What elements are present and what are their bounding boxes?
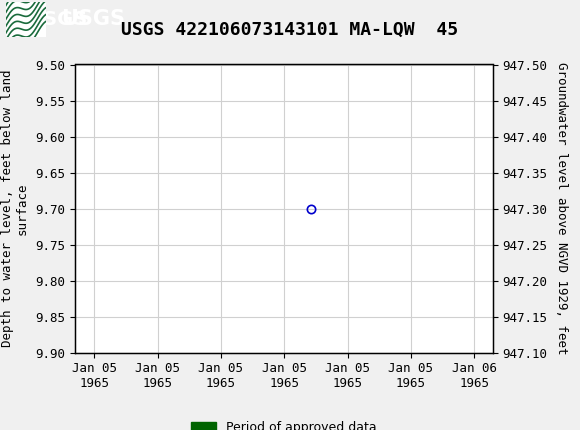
Text: ≡USGS: ≡USGS (12, 10, 88, 29)
Y-axis label: Depth to water level, feet below land
surface: Depth to water level, feet below land su… (1, 70, 29, 347)
Y-axis label: Groundwater level above NGVD 1929, feet: Groundwater level above NGVD 1929, feet (554, 62, 568, 355)
Text: USGS: USGS (61, 9, 125, 29)
Text: USGS 422106073143101 MA-LQW  45: USGS 422106073143101 MA-LQW 45 (121, 21, 459, 39)
Legend: Period of approved data: Period of approved data (186, 415, 382, 430)
